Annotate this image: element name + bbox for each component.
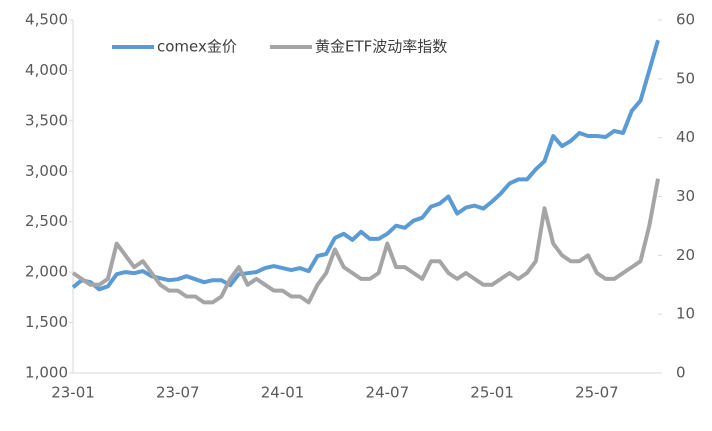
y-tick-label: 4,000 bbox=[25, 61, 68, 79]
y-tick-label: 3,000 bbox=[25, 162, 68, 180]
y-tick-label: 2,500 bbox=[25, 212, 68, 230]
y2-tick-label: 30 bbox=[676, 187, 695, 205]
y-tick-label: 2,000 bbox=[25, 263, 68, 281]
legend-label: 黄金ETF波动率指数 bbox=[315, 38, 447, 56]
series-line bbox=[71, 178, 660, 305]
y-tick-label: 4,500 bbox=[25, 11, 68, 29]
y-tick-label: 1,000 bbox=[25, 364, 68, 382]
y2-tick-label: 60 bbox=[676, 11, 695, 29]
x-tick-label: 24-01 bbox=[261, 384, 305, 402]
y-tick-label: 1,500 bbox=[25, 313, 68, 331]
x-tick-label: 23-07 bbox=[156, 384, 200, 402]
x-tick-label: 25-01 bbox=[470, 384, 514, 402]
y2-tick-label: 0 bbox=[676, 364, 686, 382]
y2-tick-label: 40 bbox=[676, 128, 695, 146]
series-line bbox=[71, 39, 660, 292]
legend-label: comex金价 bbox=[157, 38, 237, 56]
y2-tick-label: 50 bbox=[676, 69, 695, 87]
y2-tick-label: 20 bbox=[676, 246, 695, 264]
x-tick-label: 23-01 bbox=[51, 384, 95, 402]
x-tick-label: 24-07 bbox=[366, 384, 410, 402]
x-tick-label: 25-07 bbox=[575, 384, 619, 402]
y-tick-label: 3,500 bbox=[25, 111, 68, 129]
y2-tick-label: 10 bbox=[676, 305, 695, 323]
